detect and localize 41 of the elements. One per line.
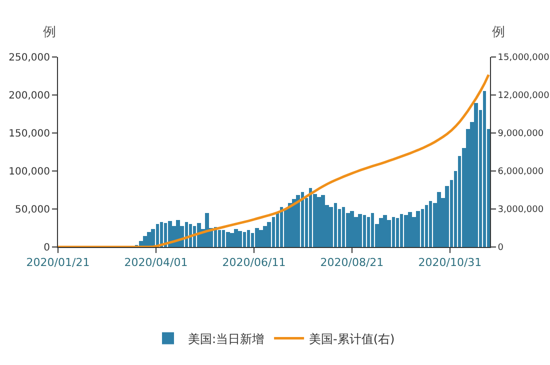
x-tick-label: 2020/10/31 [418, 256, 482, 270]
bar [416, 211, 420, 247]
x-tick-label: 2020/04/01 [124, 256, 188, 270]
bar [226, 232, 230, 247]
legend-label: 美国-累计值(右) [309, 332, 395, 346]
x-tick-label: 2020/08/21 [320, 256, 384, 270]
bar [143, 236, 147, 247]
y-tick-label: 150,000 [8, 128, 50, 140]
bar [404, 215, 408, 247]
bar [474, 103, 478, 247]
bar [425, 205, 428, 247]
y2-tick-label: 3,000,000 [498, 205, 544, 216]
bar [255, 228, 259, 247]
y2-tick-label: 15,000,000 [498, 53, 550, 64]
x-tick-label: 2020/01/21 [26, 256, 90, 270]
bar [396, 218, 399, 247]
bar [218, 230, 221, 247]
bar [358, 214, 362, 247]
bar [483, 91, 486, 247]
bar [367, 217, 370, 247]
bar [296, 195, 300, 247]
y2-tick-label: 12,000,000 [498, 91, 550, 102]
y-axis-title: 例 [43, 25, 56, 40]
x-tick-label: 2020/06/11 [222, 256, 286, 270]
y-tick-label: 100,000 [8, 166, 50, 178]
y2-axis-title: 例 [492, 25, 505, 40]
bar [329, 207, 333, 247]
bar [168, 221, 172, 247]
y2-tick-label: 0 [498, 243, 504, 254]
bar [247, 230, 250, 247]
bar [160, 222, 163, 247]
y2-tick-label: 6,000,000 [498, 167, 544, 178]
y2-tick-label: 9,000,000 [498, 129, 544, 140]
y-tick-label: 50,000 [15, 204, 50, 216]
bar [147, 232, 151, 247]
y-tick-label: 0 [44, 242, 50, 254]
y-tick-label: 200,000 [8, 90, 50, 102]
bar [205, 213, 209, 247]
legend-label: 美国:当日新增 [188, 332, 264, 346]
bar [238, 231, 242, 247]
y-tick-label: 250,000 [8, 52, 50, 64]
